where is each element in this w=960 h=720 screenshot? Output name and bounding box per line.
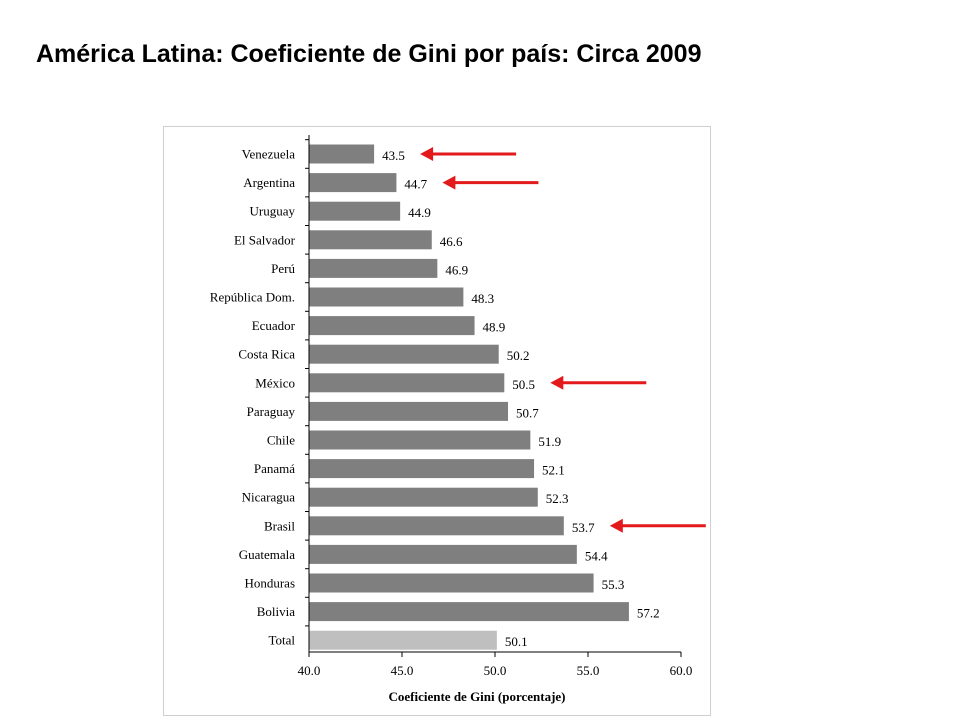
data-label: 48.9 xyxy=(483,320,506,335)
bar xyxy=(309,602,629,622)
bar xyxy=(309,287,464,307)
data-label: 50.1 xyxy=(505,634,528,649)
category-label: Argentina xyxy=(243,175,295,190)
bar xyxy=(309,230,432,250)
data-label: 44.7 xyxy=(404,177,427,192)
data-label: 57.2 xyxy=(637,606,660,621)
x-tick-label: 50.0 xyxy=(484,663,507,678)
x-tick-label: 40.0 xyxy=(298,663,321,678)
bar xyxy=(309,144,375,164)
bar xyxy=(309,630,497,650)
data-label: 53.7 xyxy=(572,520,595,535)
bar xyxy=(309,201,401,221)
bar xyxy=(309,401,509,421)
slide-title: América Latina: Coeficiente de Gini por … xyxy=(36,40,702,68)
bar xyxy=(309,459,535,479)
arrow-head xyxy=(420,147,434,161)
arrow-head xyxy=(550,375,564,390)
category-label: Nicaragua xyxy=(242,490,296,505)
category-label: Uruguay xyxy=(250,204,296,219)
data-label: 51.9 xyxy=(538,434,561,449)
arrow-head xyxy=(442,175,456,190)
data-label: 43.5 xyxy=(382,148,405,163)
bar xyxy=(309,373,505,393)
bar xyxy=(309,173,397,193)
category-label: Perú xyxy=(271,261,295,276)
bar xyxy=(309,316,475,336)
bar xyxy=(309,344,499,364)
data-label: 50.5 xyxy=(512,377,535,392)
bar xyxy=(309,573,594,593)
arrows-layer xyxy=(420,147,706,533)
category-label: Venezuela xyxy=(242,147,296,162)
bars-layer xyxy=(309,144,629,650)
bar xyxy=(309,544,577,564)
category-label: Honduras xyxy=(244,576,295,591)
data-label: 55.3 xyxy=(602,577,625,592)
data-label: 52.3 xyxy=(546,491,569,506)
arrow-head xyxy=(609,518,623,533)
category-label: Chile xyxy=(267,433,295,448)
gini-bar-chart: Venezuela 43.5 Argentina 44.7 Uruguay 44.9 El … xyxy=(210,135,706,704)
x-tick-label: 45.0 xyxy=(391,663,414,678)
axis-layer: 40.0 45.0 50.0 55.0 60.0 Coeficiente de Gini … xyxy=(298,135,693,704)
category-label: Ecuador xyxy=(252,318,296,333)
category-label: El Salvador xyxy=(234,232,296,247)
bar xyxy=(309,487,538,507)
bar xyxy=(309,258,438,278)
data-label: 50.2 xyxy=(507,348,530,363)
x-tick-label: 55.0 xyxy=(577,663,600,678)
data-label: 54.4 xyxy=(585,548,608,563)
category-label: Brasil xyxy=(264,518,295,533)
data-label: 46.6 xyxy=(440,234,463,249)
category-label: México xyxy=(255,375,295,390)
chart-frame: Venezuela 43.5 Argentina 44.7 Uruguay 44.9 El … xyxy=(163,126,711,716)
data-label: 48.3 xyxy=(471,291,494,306)
x-axis-title: Coeficiente de Gini (porcentaje) xyxy=(388,689,565,704)
data-label: 46.9 xyxy=(445,262,468,277)
x-tick-label: 60.0 xyxy=(670,663,693,678)
category-label: Guatemala xyxy=(239,547,296,562)
data-label: 50.7 xyxy=(516,405,539,420)
category-label: República Dom. xyxy=(210,290,295,305)
category-label: Bolivia xyxy=(257,604,296,619)
labels-layer: Venezuela 43.5 Argentina 44.7 Uruguay 44.9 El … xyxy=(210,147,660,650)
bar xyxy=(309,430,531,450)
category-label: Paraguay xyxy=(247,404,296,419)
category-label: Panamá xyxy=(254,461,295,476)
category-label: Total xyxy=(268,633,295,648)
data-label: 44.9 xyxy=(408,205,431,220)
data-label: 52.1 xyxy=(542,463,565,478)
category-label: Costa Rica xyxy=(238,347,295,362)
bar xyxy=(309,516,564,536)
